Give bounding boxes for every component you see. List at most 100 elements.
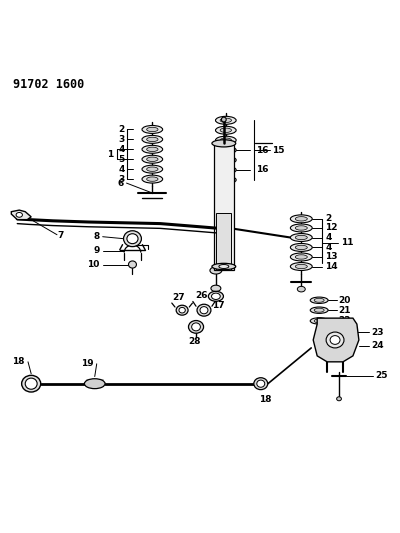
- Text: 2: 2: [325, 214, 332, 223]
- Ellipse shape: [310, 318, 328, 324]
- Ellipse shape: [295, 245, 307, 249]
- Ellipse shape: [220, 138, 232, 142]
- Ellipse shape: [290, 215, 312, 223]
- Ellipse shape: [212, 263, 236, 270]
- Text: 25: 25: [375, 372, 387, 380]
- Ellipse shape: [216, 136, 236, 144]
- Text: 18: 18: [259, 395, 272, 404]
- Text: 3: 3: [119, 135, 125, 144]
- Ellipse shape: [216, 166, 236, 174]
- Ellipse shape: [147, 147, 158, 151]
- Text: 6: 6: [117, 179, 123, 188]
- Polygon shape: [313, 318, 359, 362]
- Text: 12: 12: [325, 223, 338, 232]
- Ellipse shape: [295, 264, 307, 269]
- Ellipse shape: [16, 213, 22, 217]
- Ellipse shape: [179, 308, 185, 313]
- Ellipse shape: [220, 177, 232, 182]
- Text: 7: 7: [58, 231, 64, 240]
- Ellipse shape: [220, 118, 232, 123]
- Ellipse shape: [216, 126, 236, 134]
- Text: 20: 20: [338, 296, 351, 305]
- Ellipse shape: [212, 140, 236, 147]
- Ellipse shape: [124, 231, 142, 247]
- Ellipse shape: [211, 285, 221, 292]
- Text: 23: 23: [371, 328, 383, 336]
- Text: 3: 3: [119, 175, 125, 183]
- Text: 26: 26: [196, 290, 208, 300]
- Ellipse shape: [314, 319, 324, 323]
- Text: 18: 18: [12, 357, 25, 366]
- Text: 13: 13: [325, 253, 338, 262]
- Text: 24: 24: [371, 342, 384, 350]
- Text: 22: 22: [338, 317, 351, 326]
- Ellipse shape: [290, 263, 312, 270]
- Ellipse shape: [192, 323, 200, 331]
- Ellipse shape: [84, 379, 105, 389]
- Ellipse shape: [142, 165, 163, 173]
- Ellipse shape: [290, 224, 312, 232]
- Text: 10: 10: [87, 260, 100, 269]
- Text: 4: 4: [325, 233, 332, 242]
- Text: 27: 27: [173, 293, 185, 302]
- Text: 4: 4: [325, 243, 332, 252]
- FancyBboxPatch shape: [214, 143, 234, 270]
- Ellipse shape: [310, 307, 328, 313]
- Ellipse shape: [314, 298, 324, 302]
- Ellipse shape: [220, 128, 232, 132]
- Text: 91702 1600: 91702 1600: [13, 78, 84, 91]
- Ellipse shape: [295, 226, 307, 230]
- Ellipse shape: [142, 125, 163, 133]
- Text: 21: 21: [338, 306, 351, 314]
- Ellipse shape: [147, 127, 158, 132]
- Ellipse shape: [210, 267, 222, 274]
- Ellipse shape: [216, 176, 236, 184]
- Ellipse shape: [127, 234, 138, 244]
- Text: 16: 16: [256, 165, 268, 174]
- Ellipse shape: [290, 233, 312, 241]
- Ellipse shape: [219, 264, 229, 269]
- Text: 8: 8: [93, 232, 100, 241]
- Ellipse shape: [197, 304, 211, 316]
- Text: 4: 4: [118, 145, 125, 154]
- Ellipse shape: [310, 297, 328, 303]
- Ellipse shape: [326, 332, 344, 348]
- Ellipse shape: [220, 148, 232, 152]
- Text: 9: 9: [93, 246, 100, 255]
- Ellipse shape: [25, 378, 37, 389]
- Text: 14: 14: [325, 262, 338, 271]
- Ellipse shape: [330, 336, 340, 344]
- Text: 19: 19: [81, 359, 94, 368]
- Ellipse shape: [216, 156, 236, 164]
- Text: 5: 5: [119, 155, 125, 164]
- Ellipse shape: [290, 244, 312, 252]
- Ellipse shape: [128, 261, 136, 268]
- Ellipse shape: [142, 155, 163, 163]
- Ellipse shape: [254, 378, 268, 390]
- Polygon shape: [11, 210, 31, 220]
- Ellipse shape: [295, 216, 307, 221]
- Ellipse shape: [212, 293, 220, 300]
- Ellipse shape: [257, 380, 265, 387]
- Text: 28: 28: [188, 337, 200, 346]
- Ellipse shape: [147, 167, 158, 172]
- Ellipse shape: [188, 320, 204, 333]
- Text: 4: 4: [118, 165, 125, 174]
- Ellipse shape: [147, 177, 158, 181]
- Text: 17: 17: [212, 301, 224, 310]
- Text: 2: 2: [119, 125, 125, 134]
- Ellipse shape: [216, 146, 236, 154]
- Ellipse shape: [290, 253, 312, 261]
- Ellipse shape: [337, 397, 342, 401]
- Ellipse shape: [220, 158, 232, 162]
- Text: 1: 1: [107, 150, 113, 159]
- Text: 16: 16: [256, 146, 268, 155]
- Ellipse shape: [222, 117, 226, 122]
- Ellipse shape: [220, 168, 232, 172]
- Ellipse shape: [147, 137, 158, 142]
- Ellipse shape: [22, 375, 41, 392]
- Text: 15: 15: [272, 146, 284, 155]
- Ellipse shape: [176, 305, 188, 315]
- FancyBboxPatch shape: [216, 213, 231, 270]
- Ellipse shape: [314, 308, 324, 312]
